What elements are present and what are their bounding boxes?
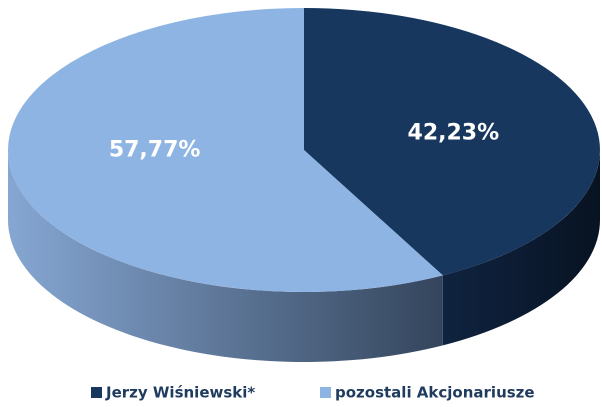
value-label: 57,77% — [109, 138, 201, 163]
legend-swatch — [91, 387, 102, 398]
legend-swatch — [320, 387, 331, 398]
legend-label: pozostali Akcjonariusze — [335, 384, 535, 402]
value-label: 42,23% — [408, 120, 500, 145]
pie-side — [8, 150, 443, 362]
legend-label: Jerzy Wiśniewski* — [105, 384, 255, 402]
pie-slice — [304, 8, 600, 276]
pie-slice — [8, 8, 443, 292]
pie-side — [442, 150, 600, 346]
